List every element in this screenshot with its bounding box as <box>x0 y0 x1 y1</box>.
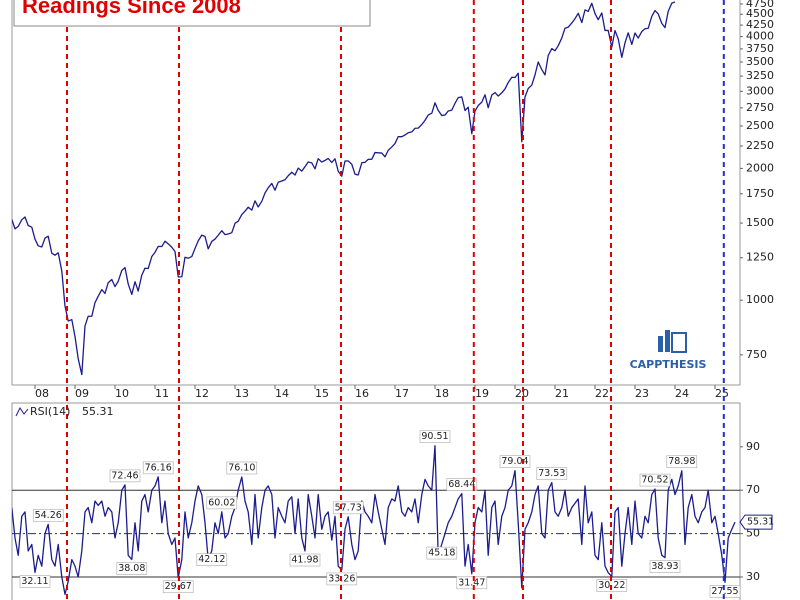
x-tick-label: 21 <box>555 387 569 400</box>
chart-title: Readings Since 2008 <box>22 0 241 18</box>
x-tick-label: 24 <box>675 387 689 400</box>
y-tick-label: 50 <box>746 527 760 540</box>
annotation-label: 73.53 <box>538 468 565 479</box>
annotation-box <box>226 461 258 475</box>
annotation-label: 76.16 <box>145 462 172 473</box>
y-tick-label: 30 <box>746 570 760 583</box>
annotation-label: 57.73 <box>335 502 362 513</box>
x-tick-label: 22 <box>595 387 609 400</box>
last-value-label: 55.31 <box>747 517 774 528</box>
x-tick-label: 14 <box>275 387 289 400</box>
x-tick-label: 19 <box>475 387 489 400</box>
annotation-label: 79.04 <box>501 456 528 467</box>
x-tick-label: 12 <box>195 387 209 400</box>
x-tick-label: 20 <box>515 387 529 400</box>
logo-frame <box>671 332 687 353</box>
annotation-label: 90.51 <box>421 431 448 442</box>
annotation-box <box>109 469 141 483</box>
annotation-label: 45.18 <box>428 548 455 559</box>
x-tick-label: 13 <box>235 387 249 400</box>
logo: CAPPTHESIS <box>630 330 707 371</box>
annotation-label: 38.93 <box>651 561 678 572</box>
y-tick-label: 4000 <box>746 30 774 43</box>
annotation-box <box>419 430 451 444</box>
title-box <box>13 0 371 27</box>
annotation-label: 70.52 <box>641 475 668 486</box>
annotation-box <box>116 562 148 575</box>
x-tick-label: 10 <box>115 387 129 400</box>
rsi-last-value: 55.31 <box>82 405 114 418</box>
last-value-box <box>739 514 773 530</box>
annotation-label: 32.11 <box>21 576 48 587</box>
annotation-label: 38.08 <box>118 563 145 574</box>
annotation-box <box>639 473 671 487</box>
x-tick-label: 18 <box>435 387 449 400</box>
y-tick-label: 3750 <box>746 42 774 55</box>
annotation-box <box>666 455 698 469</box>
y-tick-label: 70 <box>746 483 760 496</box>
annotation-box <box>536 467 568 480</box>
annotation-label: 60.02 <box>208 497 235 508</box>
rsi-icon <box>15 407 29 417</box>
annotation-label: 78.98 <box>668 456 695 467</box>
x-tick-label: 11 <box>155 387 169 400</box>
annotation-label: 31.47 <box>458 577 485 588</box>
annotation-box <box>19 575 51 588</box>
annotation-box <box>649 560 681 573</box>
annotation-label: 42.12 <box>198 554 225 565</box>
y-tick-label: 2500 <box>746 119 774 132</box>
annotation-label: 76.10 <box>228 462 255 473</box>
x-tick-label: 15 <box>315 387 329 400</box>
logo-bar <box>658 336 663 352</box>
x-tick-label: 16 <box>355 387 369 400</box>
annotation-box <box>206 496 238 510</box>
x-tick-label: 25 <box>715 387 729 400</box>
annotation-box <box>32 509 64 522</box>
logo-bar <box>665 330 670 352</box>
x-tick-label: 08 <box>35 387 49 400</box>
annotation-label: 54.26 <box>35 510 62 521</box>
y-tick-label: 1250 <box>746 251 774 264</box>
y-tick-label: 4250 <box>746 18 774 31</box>
x-tick-label: 09 <box>75 387 89 400</box>
annotation-box <box>426 546 458 560</box>
y-tick-label: 4750 <box>746 0 774 10</box>
annotation-box <box>499 455 531 468</box>
annotation-box <box>446 478 478 491</box>
annotation-label: 72.46 <box>111 470 138 481</box>
y-tick-label: 2250 <box>746 139 774 152</box>
panel-clip <box>12 445 740 596</box>
annotation-label: 68.44 <box>448 479 475 490</box>
logo-text: CAPPTHESIS <box>630 358 707 371</box>
plot-layer: 7501000125015001750200022502500275030003… <box>12 0 774 600</box>
annotation-label: 27.55 <box>711 586 738 597</box>
data-line <box>12 445 736 596</box>
rsi-title: RSI(14) <box>30 405 70 418</box>
y-tick-label: 3500 <box>746 55 774 68</box>
annotation-box <box>196 553 228 567</box>
panel-clip <box>12 1 676 376</box>
y-tick-label: 750 <box>746 348 767 361</box>
y-tick-label: 2000 <box>746 161 774 174</box>
y-tick-label: 3000 <box>746 84 774 97</box>
x-tick-label: 17 <box>395 387 409 400</box>
annotation-box <box>142 461 174 475</box>
y-tick-label: 1750 <box>746 187 774 200</box>
price-panel-frame <box>11 0 741 386</box>
data-line <box>12 1 676 376</box>
y-tick-label: 2750 <box>746 101 774 114</box>
y-tick-label: 3250 <box>746 69 774 82</box>
annotation-box <box>709 585 741 598</box>
rsi-panel-frame <box>11 402 741 600</box>
y-tick-label: 1000 <box>746 293 774 306</box>
x-tick-label: 23 <box>635 387 649 400</box>
annotation-box <box>456 576 488 590</box>
y-tick-label: 4500 <box>746 7 774 20</box>
y-tick-label: 90 <box>746 440 760 453</box>
annotation-box <box>289 553 321 567</box>
y-tick-label: 1500 <box>746 216 774 229</box>
annotation-label: 41.98 <box>291 555 318 566</box>
